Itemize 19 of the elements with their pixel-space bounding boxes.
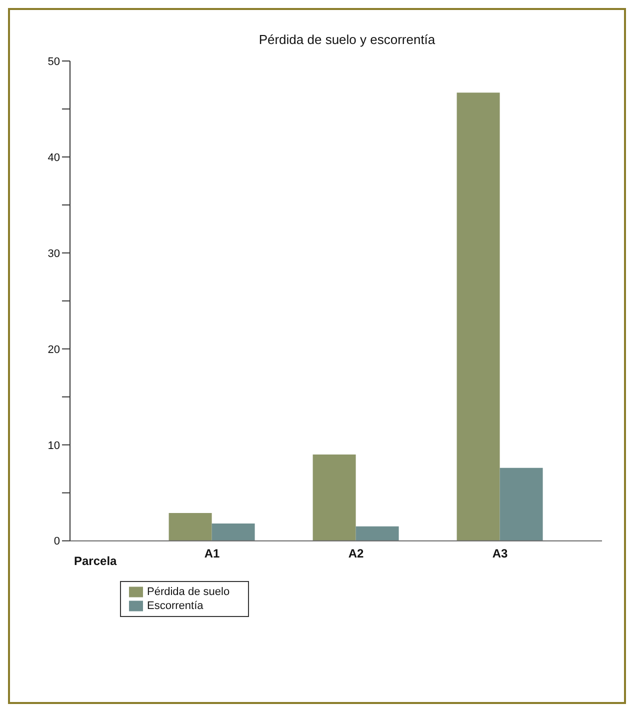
- bar: [356, 526, 399, 541]
- y-tick-label: 30: [48, 248, 60, 260]
- x-axis-title: Parcela: [74, 554, 118, 568]
- y-tick-label: 40: [48, 152, 60, 164]
- x-tick-label: A3: [492, 546, 508, 560]
- y-tick-label: 50: [48, 56, 60, 68]
- y-tick-label: 20: [48, 344, 60, 356]
- legend-label: Pérdida de suelo: [147, 586, 230, 598]
- bar: [456, 92, 500, 541]
- x-tick-label: A2: [348, 546, 364, 560]
- legend-label: Escorrentía: [147, 600, 204, 612]
- bar: [212, 524, 255, 541]
- bar: [500, 468, 543, 541]
- bar: [168, 512, 212, 541]
- y-tick-label: 10: [48, 440, 60, 452]
- y-tick-label: 0: [54, 536, 60, 548]
- chart-title: Pérdida de suelo y escorrentía: [258, 32, 436, 47]
- x-tick-label: A1: [204, 546, 220, 560]
- bar: [312, 454, 356, 541]
